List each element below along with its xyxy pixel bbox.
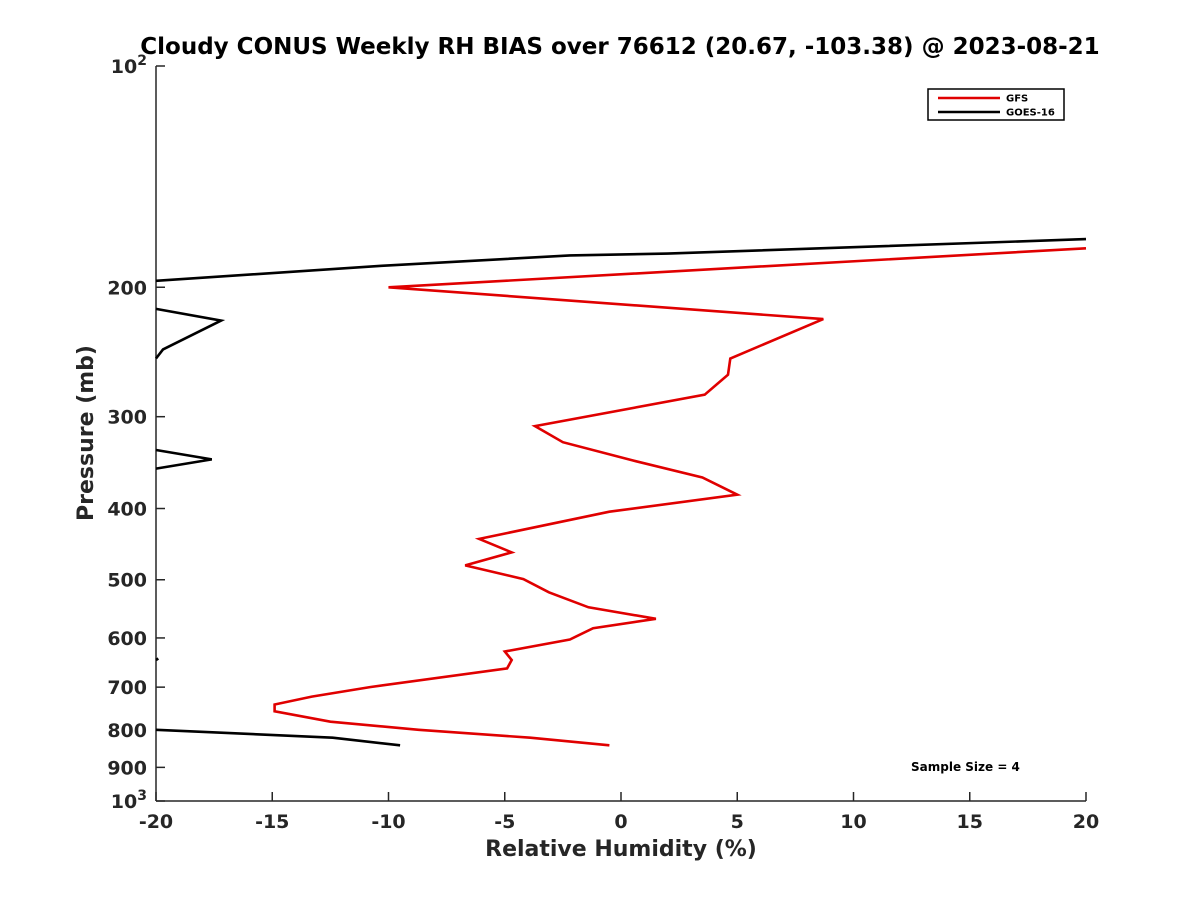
y-tick-label: 400 [107, 499, 147, 521]
x-tick-label: -5 [494, 811, 515, 833]
legend-label-goes-16: GOES-16 [1006, 108, 1055, 119]
y-tick-label: 600 [107, 628, 147, 650]
x-tick-label: -15 [255, 811, 289, 833]
y-tick-label: 500 [107, 570, 147, 592]
y-tick-label: 900 [107, 757, 147, 779]
sample-size-annotation: Sample Size = 4 [911, 760, 1020, 774]
x-tick-label: 10 [840, 811, 866, 833]
x-tick-label: -20 [139, 811, 173, 833]
x-tick-label: 0 [614, 811, 627, 833]
series-layer [154, 237, 1087, 747]
x-axis-label: Relative Humidity (%) [485, 837, 757, 862]
y-tick-label: 800 [107, 720, 147, 742]
x-tick-label: 15 [957, 811, 983, 833]
y-axis-label: Pressure (mb) [74, 345, 99, 521]
x-tick-label: -10 [371, 811, 405, 833]
series-line-goes-16 [155, 448, 213, 470]
series-line-goes-16 [155, 237, 1087, 283]
x-tick-label: 20 [1073, 811, 1099, 833]
x-axis: -20 -15 -10 -5 0 5 10 15 20 [139, 792, 1099, 833]
series-line-gfs [273, 247, 1087, 747]
chart-title: Cloudy CONUS Weekly RH BIAS over 76612 (… [140, 34, 1099, 60]
legend-box [927, 88, 1065, 121]
y-tick-label: 200 [107, 277, 147, 299]
x-tick-label: 5 [731, 811, 744, 833]
y-tick-label: 102 [111, 53, 147, 78]
legend-label-gfs: GFS [1006, 94, 1028, 105]
y-tick-label: 103 [111, 788, 147, 813]
legend: GFS GOES-16 [927, 88, 1065, 121]
plot-area [155, 66, 1086, 802]
y-tick-label: 300 [107, 407, 147, 429]
y-tick-label: 700 [107, 677, 147, 699]
series-line-goes-16 [155, 657, 160, 662]
series-line-goes-16 [155, 728, 401, 747]
y-axis: 102 200 300 400 500 600 700 800 900 103 [107, 53, 165, 813]
series-line-goes-16 [154, 307, 226, 360]
